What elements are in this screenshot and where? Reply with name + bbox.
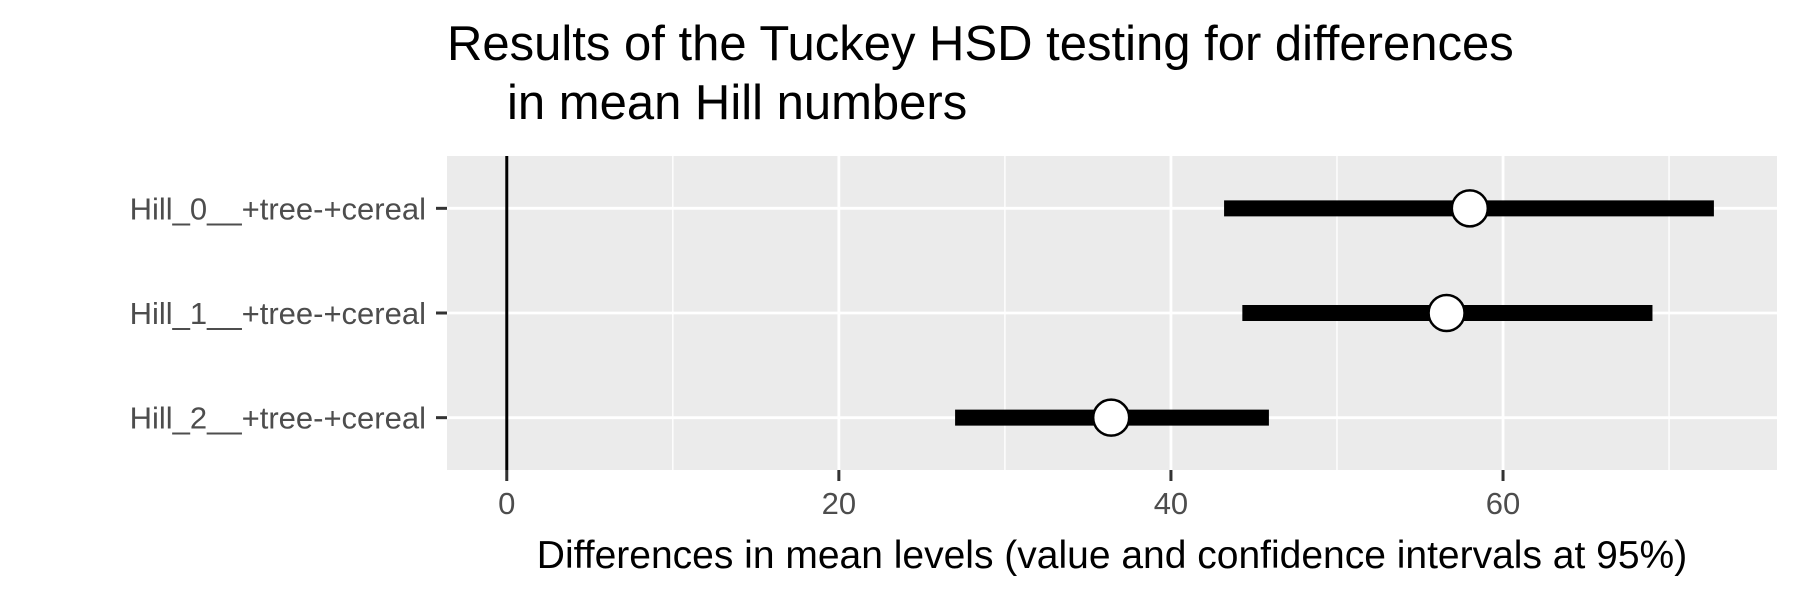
estimate-point-0	[1450, 189, 1490, 228]
x-tick-label-20: 20	[822, 486, 856, 521]
x-axis-title: Differences in mean levels (value and co…	[537, 534, 1687, 577]
y-tick-label-2: Hill_2__+tree-+cereal	[130, 401, 426, 436]
chart-title-line-1: Results of the Tuckey HSD testing for di…	[447, 17, 1514, 71]
x-axis: 0 20 40 60	[498, 470, 1520, 521]
y-tick-label-1: Hill_1__+tree-+cereal	[130, 296, 426, 331]
x-tick-label-0: 0	[498, 486, 515, 521]
x-tick-label-40: 40	[1154, 486, 1188, 521]
estimate-point-1	[1427, 293, 1466, 333]
y-tick-label-0: Hill_0__+tree-+cereal	[130, 191, 426, 226]
estimate-point-2	[1091, 398, 1131, 437]
chart-title-line-2: in mean Hill numbers	[507, 76, 967, 130]
y-axis: Hill_0__+tree-+cereal Hill_1__+tree-+cere…	[130, 191, 447, 436]
data-marks	[955, 189, 1714, 437]
x-tick-label-60: 60	[1486, 486, 1520, 521]
